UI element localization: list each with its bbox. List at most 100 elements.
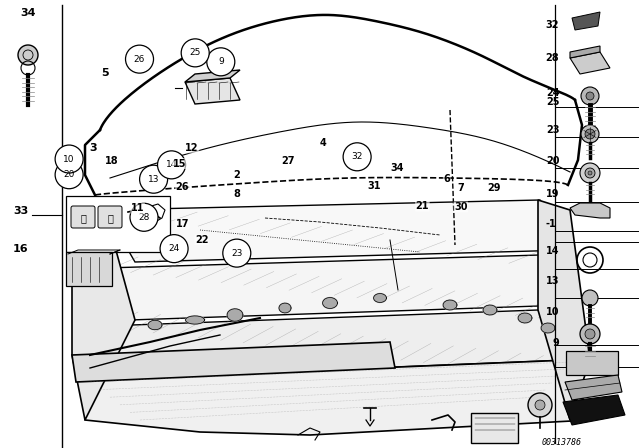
Text: 23: 23 bbox=[546, 125, 559, 135]
Text: 00313786: 00313786 bbox=[542, 438, 582, 447]
Text: 18: 18 bbox=[105, 156, 119, 166]
Circle shape bbox=[581, 87, 599, 105]
Text: 22: 22 bbox=[195, 235, 209, 245]
Text: 25: 25 bbox=[546, 97, 559, 107]
Circle shape bbox=[140, 165, 168, 193]
Polygon shape bbox=[147, 319, 163, 331]
Text: 17: 17 bbox=[175, 219, 189, 229]
Text: 25: 25 bbox=[189, 48, 201, 57]
Circle shape bbox=[580, 163, 600, 183]
Polygon shape bbox=[227, 309, 243, 321]
Text: 24: 24 bbox=[546, 88, 559, 98]
FancyBboxPatch shape bbox=[71, 206, 95, 228]
FancyBboxPatch shape bbox=[66, 252, 112, 286]
FancyBboxPatch shape bbox=[66, 196, 170, 252]
Text: 34: 34 bbox=[390, 163, 404, 173]
Text: 10: 10 bbox=[546, 307, 559, 317]
Text: 24: 24 bbox=[168, 244, 180, 253]
Text: 16: 16 bbox=[13, 244, 28, 254]
Text: 8: 8 bbox=[234, 189, 240, 198]
Polygon shape bbox=[105, 310, 565, 378]
Text: 29: 29 bbox=[487, 183, 501, 193]
Polygon shape bbox=[72, 342, 395, 382]
Text: 20: 20 bbox=[63, 170, 75, 179]
Text: 32: 32 bbox=[546, 20, 559, 30]
Text: 15: 15 bbox=[172, 159, 186, 168]
Polygon shape bbox=[518, 313, 532, 323]
Text: 34: 34 bbox=[20, 8, 36, 17]
Circle shape bbox=[586, 92, 594, 100]
Text: 30: 30 bbox=[454, 202, 468, 212]
Polygon shape bbox=[541, 323, 555, 333]
Circle shape bbox=[223, 239, 251, 267]
Text: -1: -1 bbox=[545, 219, 556, 229]
Circle shape bbox=[528, 393, 552, 417]
Text: 23: 23 bbox=[231, 249, 243, 258]
Circle shape bbox=[588, 171, 592, 175]
Circle shape bbox=[343, 143, 371, 171]
Text: 7: 7 bbox=[458, 183, 464, 193]
Circle shape bbox=[157, 151, 186, 179]
Text: 27: 27 bbox=[281, 156, 295, 166]
Text: 20: 20 bbox=[546, 156, 559, 166]
Polygon shape bbox=[538, 200, 590, 420]
Text: 9: 9 bbox=[552, 338, 559, 348]
Circle shape bbox=[160, 235, 188, 263]
Circle shape bbox=[581, 125, 599, 143]
Text: 10: 10 bbox=[63, 155, 75, 164]
FancyBboxPatch shape bbox=[471, 413, 518, 443]
Text: 2: 2 bbox=[234, 170, 240, 180]
Text: 21: 21 bbox=[415, 201, 429, 211]
Circle shape bbox=[18, 45, 38, 65]
Polygon shape bbox=[186, 314, 204, 326]
Polygon shape bbox=[185, 70, 240, 82]
Polygon shape bbox=[371, 294, 389, 302]
Text: 12: 12 bbox=[185, 143, 199, 153]
Circle shape bbox=[125, 45, 154, 73]
Circle shape bbox=[181, 39, 209, 67]
Text: ⌗: ⌗ bbox=[107, 213, 113, 223]
Polygon shape bbox=[570, 46, 600, 58]
Text: 14: 14 bbox=[166, 160, 177, 169]
Text: 19: 19 bbox=[546, 189, 559, 198]
Text: 31: 31 bbox=[367, 181, 381, 191]
Circle shape bbox=[580, 324, 600, 344]
Text: 26: 26 bbox=[175, 182, 189, 192]
Text: 9: 9 bbox=[218, 57, 223, 66]
Circle shape bbox=[55, 161, 83, 189]
Polygon shape bbox=[72, 200, 135, 420]
Text: 28: 28 bbox=[138, 213, 150, 222]
Circle shape bbox=[207, 48, 235, 76]
FancyBboxPatch shape bbox=[566, 351, 618, 375]
Text: 13: 13 bbox=[546, 276, 559, 286]
Polygon shape bbox=[443, 300, 457, 310]
Text: 14: 14 bbox=[546, 246, 559, 256]
Polygon shape bbox=[277, 302, 293, 314]
Text: 6: 6 bbox=[444, 174, 450, 184]
Polygon shape bbox=[322, 298, 338, 308]
Polygon shape bbox=[563, 395, 625, 425]
Circle shape bbox=[585, 168, 595, 178]
Circle shape bbox=[585, 329, 595, 339]
Circle shape bbox=[130, 203, 158, 231]
Polygon shape bbox=[85, 360, 590, 435]
Text: ⌗: ⌗ bbox=[80, 213, 86, 223]
Text: 32: 32 bbox=[351, 152, 363, 161]
Polygon shape bbox=[572, 12, 600, 30]
Polygon shape bbox=[483, 305, 497, 315]
Circle shape bbox=[55, 145, 83, 173]
Polygon shape bbox=[185, 78, 240, 104]
Polygon shape bbox=[105, 255, 568, 320]
Text: 11: 11 bbox=[131, 203, 145, 213]
Polygon shape bbox=[570, 203, 610, 218]
Text: 33: 33 bbox=[13, 206, 28, 215]
Text: 26: 26 bbox=[134, 55, 145, 64]
Polygon shape bbox=[105, 200, 570, 262]
Text: 4: 4 bbox=[320, 138, 326, 148]
Polygon shape bbox=[565, 375, 622, 400]
Circle shape bbox=[535, 400, 545, 410]
Text: 5: 5 bbox=[101, 69, 109, 78]
Text: 28: 28 bbox=[546, 53, 559, 63]
Circle shape bbox=[582, 290, 598, 306]
Text: 3: 3 bbox=[90, 143, 97, 153]
